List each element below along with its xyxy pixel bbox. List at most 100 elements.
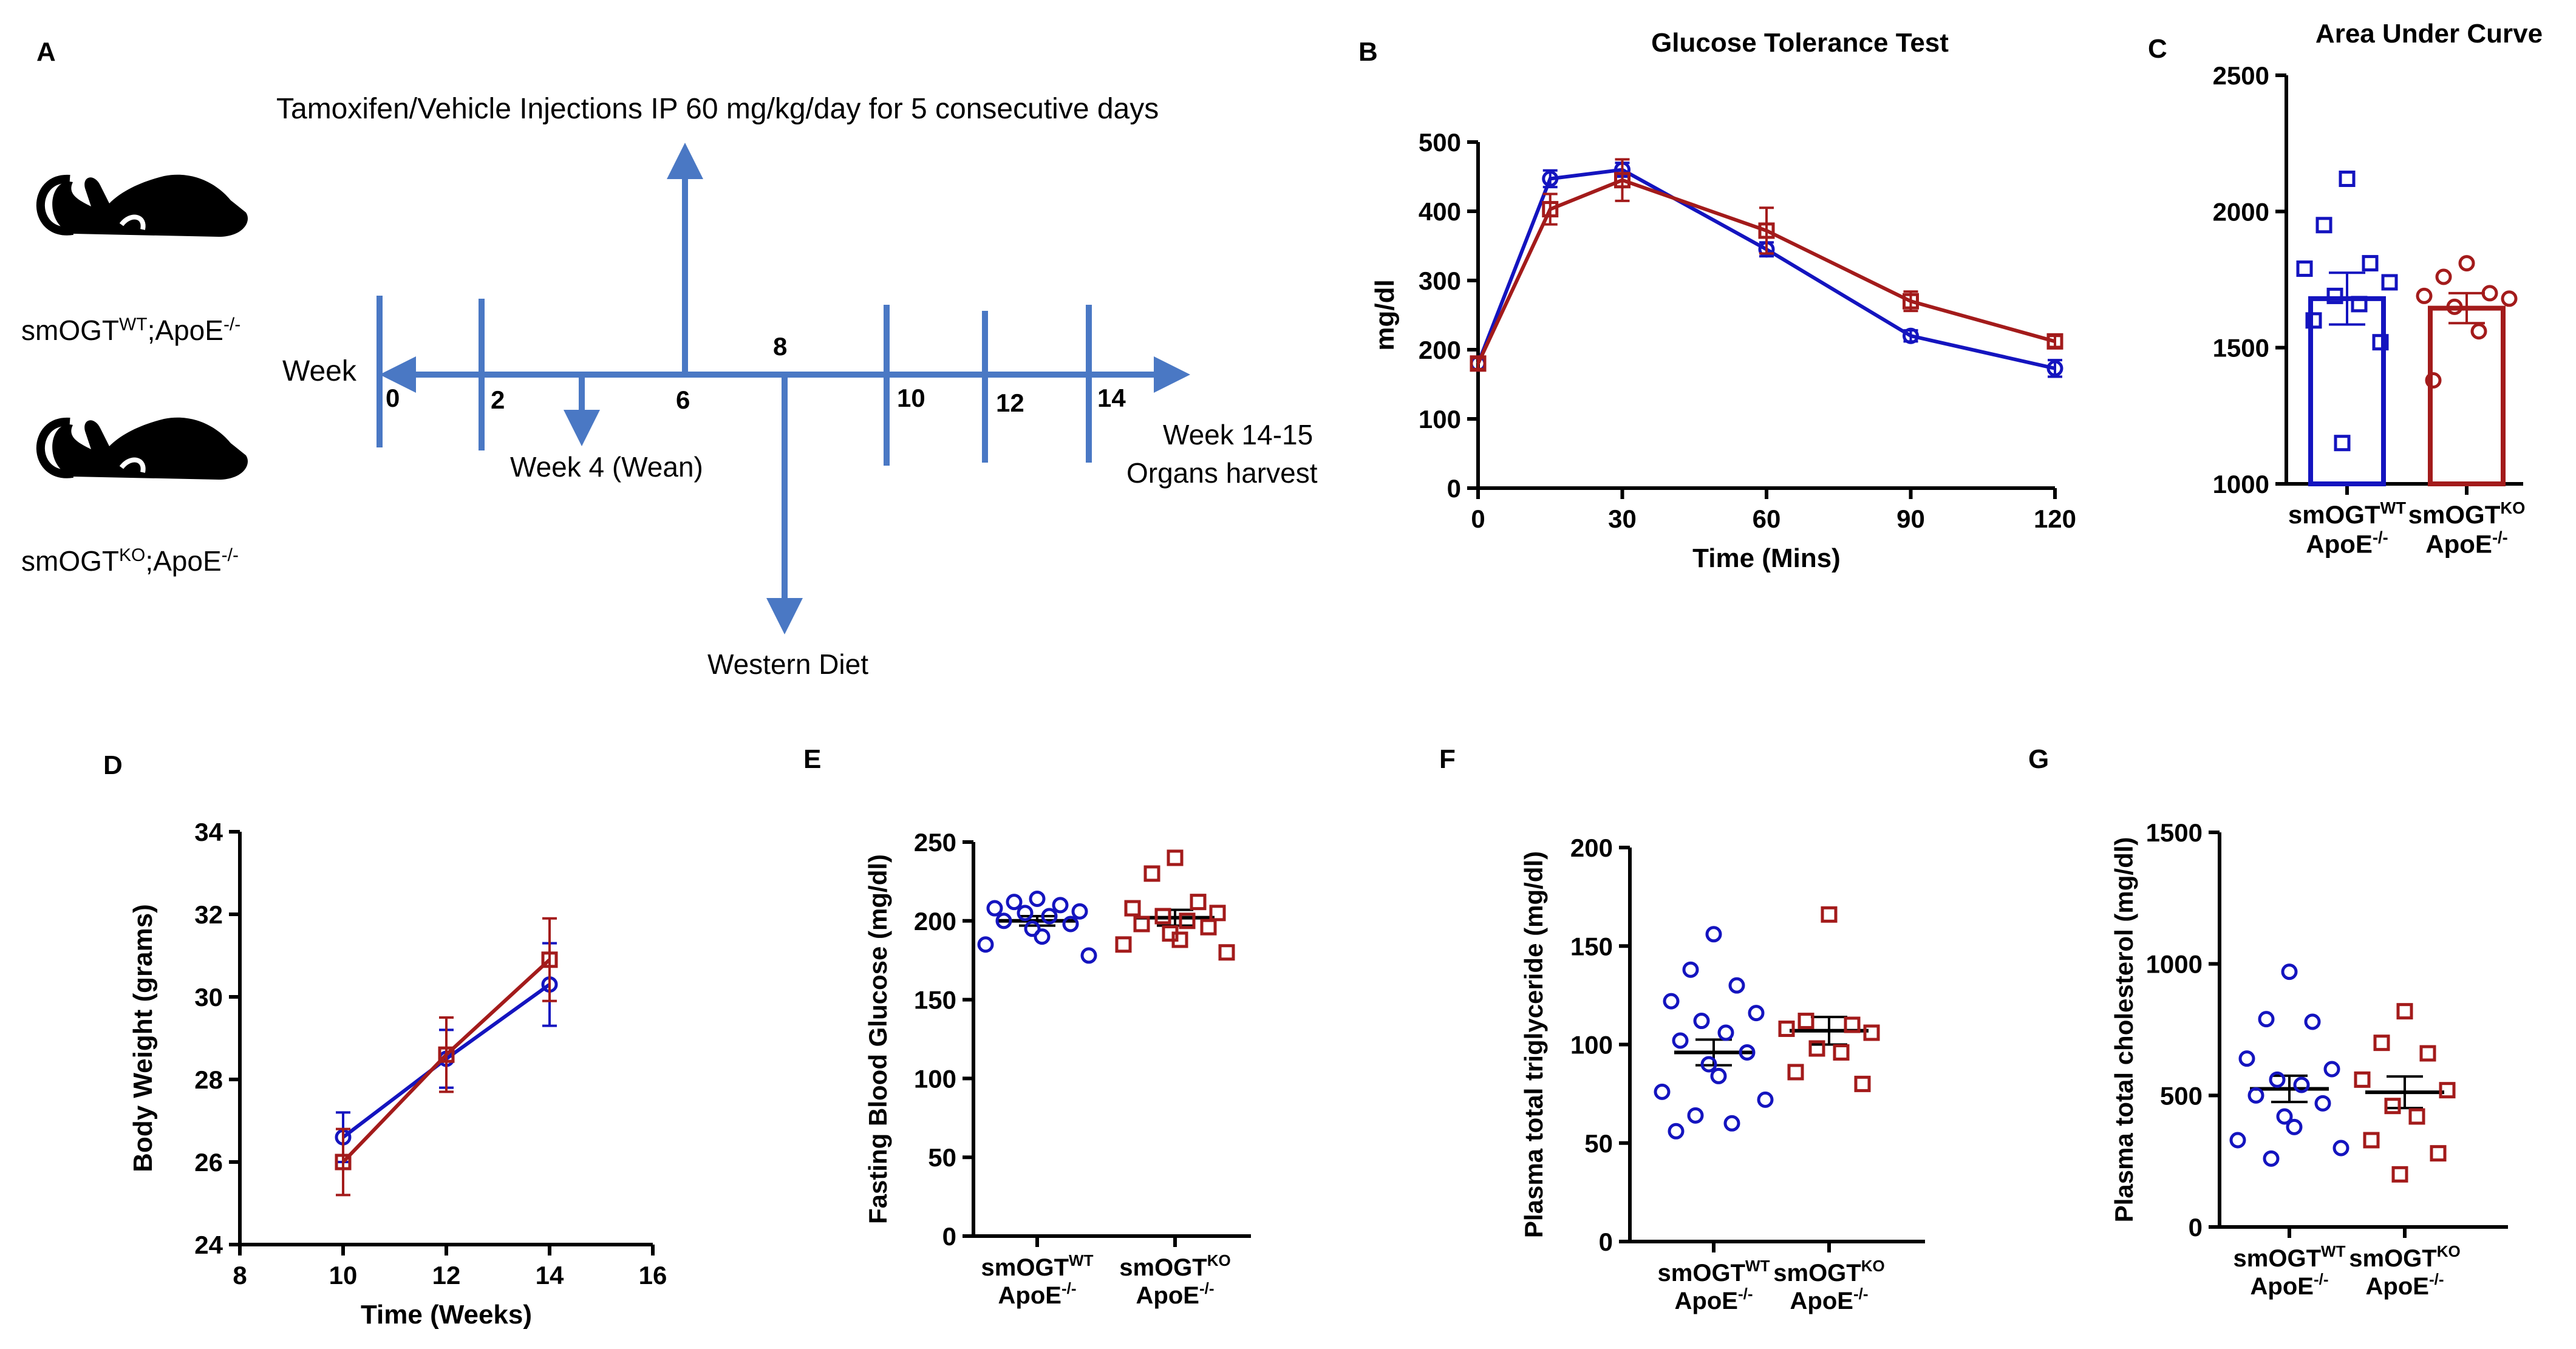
x-tick-label-16: 16 bbox=[639, 1261, 667, 1290]
y-tick-label-250: 250 bbox=[914, 828, 956, 857]
y-tick-label-24: 24 bbox=[194, 1231, 223, 1259]
data-point-ko-14 bbox=[541, 951, 558, 968]
y-tick-label-32: 32 bbox=[194, 900, 223, 929]
data-point-wt-90 bbox=[1903, 327, 1919, 344]
group-label-ko-line1: smOGTKO bbox=[2349, 1242, 2460, 1272]
data-point-wt-0 bbox=[1705, 926, 1722, 943]
y-tick-label-30: 30 bbox=[194, 983, 223, 1011]
data-point-ko-0 bbox=[2396, 1003, 2413, 1020]
data-point-wt-15 bbox=[1542, 170, 1559, 187]
data-point-ko-8 bbox=[2430, 1145, 2447, 1162]
y-tick-label-200: 200 bbox=[1570, 834, 1613, 862]
timeline-tick-label-12: 12 bbox=[996, 389, 1024, 417]
y-tick-label-1500: 1500 bbox=[2146, 818, 2203, 847]
y-tick-label-150: 150 bbox=[914, 986, 956, 1014]
chart-title: Glucose Tolerance Test bbox=[1651, 28, 1949, 58]
y-tick-label-100: 100 bbox=[1570, 1031, 1613, 1059]
data-point-ko-7 bbox=[1787, 1064, 1804, 1081]
data-point-ko-3 bbox=[1778, 1021, 1795, 1038]
group-label-wt-line1: smOGTWT bbox=[1658, 1257, 1770, 1286]
group-label-ko-line2: ApoE-/- bbox=[1790, 1285, 1869, 1314]
group-label-wt-line1: smOGTWT bbox=[2288, 498, 2406, 529]
data-point-wt-7 bbox=[2305, 312, 2322, 329]
data-point-wt-0 bbox=[1029, 890, 1046, 907]
x-tick-label-8: 8 bbox=[233, 1261, 247, 1290]
diet-text: Western Diet bbox=[707, 648, 868, 680]
data-point-wt-4 bbox=[1071, 903, 1088, 920]
data-point-wt-8 bbox=[2314, 1095, 2331, 1112]
mouse-ko-label: smOGTKO;ApoE-/- bbox=[21, 545, 239, 577]
data-point-wt-3 bbox=[2296, 260, 2313, 277]
panel-label-a: A bbox=[36, 37, 56, 67]
data-point-ko-4 bbox=[2501, 290, 2518, 307]
data-point-wt-4 bbox=[2323, 1061, 2340, 1078]
data-point-wt-2 bbox=[2304, 1013, 2321, 1030]
data-point-wt-12 bbox=[1757, 1091, 1774, 1108]
data-point-wt-0 bbox=[2281, 963, 2298, 980]
data-point-ko-10 bbox=[335, 1154, 352, 1171]
y-tick-label-200: 200 bbox=[1419, 336, 1461, 364]
data-point-ko-5 bbox=[2446, 298, 2463, 315]
data-point-wt-1 bbox=[1006, 894, 1023, 911]
data-point-ko-1 bbox=[2435, 268, 2452, 285]
data-point-ko-30 bbox=[1614, 172, 1630, 189]
data-point-ko-3 bbox=[2354, 1071, 2371, 1088]
y-tick-label-28: 28 bbox=[194, 1065, 223, 1094]
group-label-ko-line2: ApoE-/- bbox=[1136, 1279, 1215, 1309]
data-point-ko-9 bbox=[2391, 1166, 2408, 1183]
data-point-wt-7 bbox=[2247, 1087, 2264, 1104]
y-axis-label: Plasma total cholesterol (mg/dl) bbox=[2110, 837, 2138, 1223]
data-point-ko-0 bbox=[1167, 849, 1184, 866]
group-label-ko-line1: smOGTKO bbox=[2408, 498, 2526, 529]
data-point-ko-0 bbox=[2458, 255, 2475, 272]
y-tick-label-300: 300 bbox=[1419, 267, 1461, 295]
y-tick-label-0: 0 bbox=[1599, 1228, 1613, 1256]
data-point-wt-7 bbox=[1672, 1032, 1689, 1049]
data-point-wt-2 bbox=[1728, 977, 1745, 994]
series-line-ko bbox=[1476, 178, 2056, 365]
data-point-wt-6 bbox=[1041, 908, 1058, 925]
y-tick-label-50: 50 bbox=[1584, 1129, 1613, 1158]
panel-a: A smOGTWT;ApoE-/- smOGTKO;ApoE-/- bbox=[21, 37, 1318, 680]
chart-body-weight: 24 26 28 30 32 34 8 10 12 14 16 Time (Weeks) Body We… bbox=[128, 818, 667, 1330]
data-point-ko-7 bbox=[1133, 916, 1150, 933]
x-tick-label-14: 14 bbox=[536, 1261, 564, 1290]
data-point-ko-6 bbox=[1179, 912, 1196, 929]
group-label-ko-line1: smOGTKO bbox=[1773, 1257, 1884, 1286]
data-point-wt-12 bbox=[2332, 1140, 2349, 1157]
data-point-wt-8 bbox=[1739, 1044, 1756, 1061]
data-point-wt-11 bbox=[977, 936, 994, 953]
data-point-wt-0 bbox=[2339, 170, 2356, 187]
y-axis-label: Body Weight (grams) bbox=[128, 904, 158, 1172]
y-tick-label-2000: 2000 bbox=[2213, 197, 2269, 226]
panel-label-d: D bbox=[103, 750, 123, 780]
timeline bbox=[377, 143, 1190, 634]
data-point-wt-13 bbox=[1687, 1107, 1704, 1124]
y-tick-label-200: 200 bbox=[914, 907, 956, 936]
y-tick-label-500: 500 bbox=[1419, 128, 1461, 157]
data-point-ko-5 bbox=[1808, 1040, 1825, 1057]
y-tick-label-34: 34 bbox=[194, 818, 223, 846]
data-point-ko-11 bbox=[1115, 936, 1132, 953]
data-point-ko-2 bbox=[2481, 285, 2498, 302]
y-tick-label-26: 26 bbox=[194, 1148, 223, 1177]
data-point-ko-1 bbox=[1797, 1013, 1814, 1030]
data-point-wt-9 bbox=[1700, 1056, 1717, 1073]
group-label-wt-line1: smOGTWT bbox=[2234, 1242, 2346, 1272]
group-label-wt-line2: ApoE-/- bbox=[2306, 528, 2388, 558]
group-label-wt-line2: ApoE-/- bbox=[2251, 1270, 2329, 1300]
group-label-wt-line2: ApoE-/- bbox=[998, 1279, 1077, 1309]
timeline-week-label: Week bbox=[282, 355, 357, 387]
series-line-wt bbox=[1476, 168, 2056, 370]
data-point-ko-12 bbox=[438, 1046, 455, 1063]
data-point-wt-15 bbox=[1668, 1123, 1685, 1140]
data-point-wt-9 bbox=[2334, 435, 2351, 452]
chart-title: Area Under Curve bbox=[2315, 19, 2543, 49]
panel-label-e: E bbox=[803, 744, 821, 774]
y-axis-label: mg/dl bbox=[1370, 279, 1400, 350]
x-tick-label-12: 12 bbox=[432, 1261, 461, 1290]
y-tick-label-0: 0 bbox=[942, 1222, 956, 1251]
data-point-ko-7 bbox=[2363, 1132, 2380, 1149]
chart-glucose-tolerance: 0 100 200 300 400 500 0 30 60 90 120 Glucose Tolera… bbox=[1370, 28, 2076, 573]
